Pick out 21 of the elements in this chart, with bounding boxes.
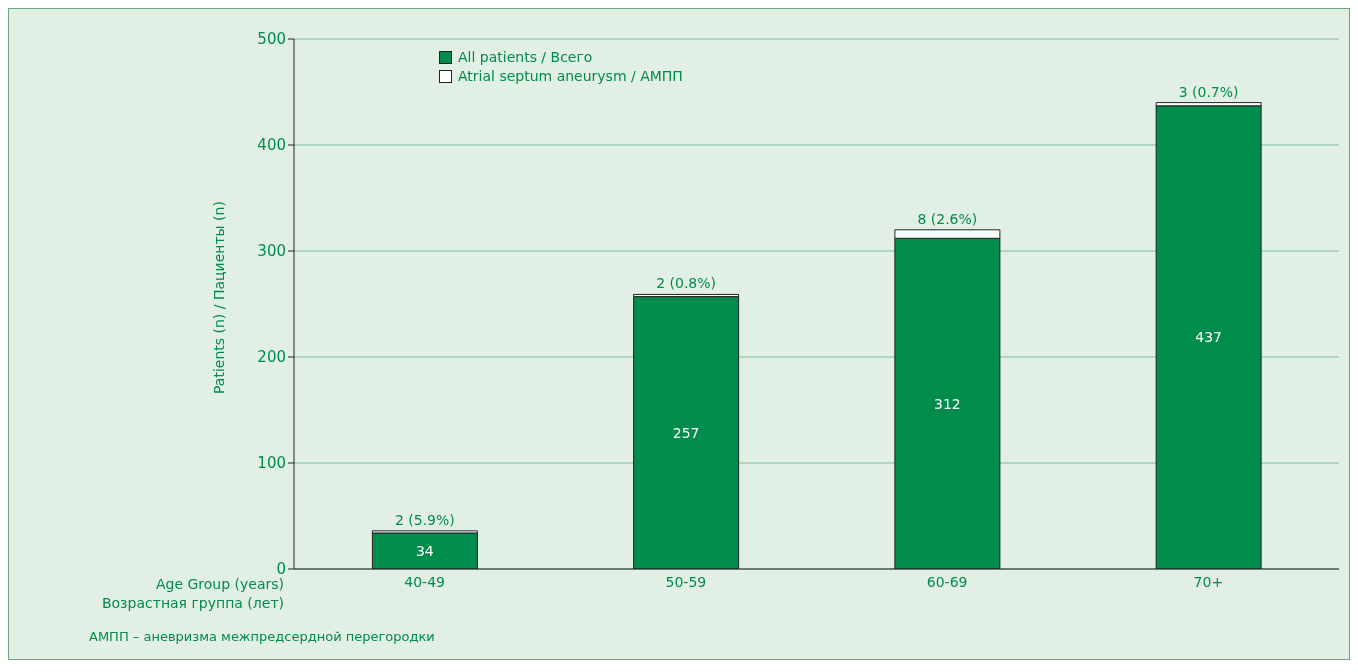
x-tick-label: 60-69 [926, 573, 968, 590]
data-label: 2 (0.8%) [656, 275, 717, 292]
y-tick-label: 300 [257, 242, 286, 261]
legend-label: Atrial septum aneurysm / АМПП [458, 68, 683, 84]
data-label: 8 (2.6%) [917, 210, 978, 227]
y-tick-label: 200 [257, 348, 286, 367]
x-tick-label: 40-49 [404, 573, 445, 590]
y-tick-label: 500 [257, 30, 286, 49]
data-label: 34 [415, 542, 434, 559]
x-tick-label: 70+ [1193, 573, 1224, 590]
data-label: 312 [934, 395, 961, 412]
x-tick-label: 50-59 [665, 573, 707, 590]
y-tick-label: 100 [257, 454, 286, 473]
legend-label: All patients / Всего [458, 49, 593, 65]
data-label: 2 (5.9%) [394, 511, 455, 528]
data-label: 3 (0.7%) [1178, 83, 1239, 100]
data-label: 437 [1195, 329, 1222, 346]
text: АМПП – аневризма межпредсердной перегородки [89, 629, 435, 644]
data-label: 257 [672, 424, 700, 441]
y-tick-label: 400 [257, 136, 286, 155]
y-axis-title: Patients (n) / Пациенты (n) [210, 201, 227, 394]
